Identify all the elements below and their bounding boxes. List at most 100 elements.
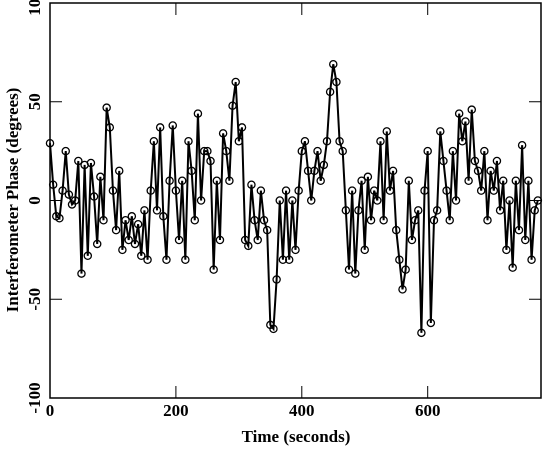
data-point xyxy=(58,186,67,195)
data-point xyxy=(524,176,533,185)
data-point xyxy=(209,265,218,274)
data-point xyxy=(332,77,341,87)
data-point xyxy=(215,235,225,245)
data-point xyxy=(335,136,344,146)
data-point xyxy=(190,215,200,225)
data-point xyxy=(281,186,291,195)
data-point xyxy=(347,186,357,195)
data-point xyxy=(114,166,124,176)
data-point xyxy=(382,127,392,136)
data-point xyxy=(187,166,196,176)
data-point xyxy=(259,215,269,225)
data-point xyxy=(303,166,313,176)
data-point xyxy=(256,186,266,195)
data-point xyxy=(480,146,489,156)
data-point xyxy=(133,219,143,229)
data-point xyxy=(366,215,376,225)
data-point xyxy=(310,166,319,176)
data-point xyxy=(159,212,168,221)
data-point xyxy=(89,192,99,201)
y-axis-label: Interferometer Phase (degrees) xyxy=(3,88,22,313)
data-point xyxy=(451,196,461,205)
data-point xyxy=(385,186,395,195)
x-tick-label: 0 xyxy=(46,401,55,420)
data-point xyxy=(322,136,332,146)
data-point xyxy=(269,324,278,334)
data-point xyxy=(262,225,272,235)
data-point xyxy=(376,136,385,146)
data-point xyxy=(404,176,414,185)
x-tick-label: 600 xyxy=(415,401,441,420)
data-point xyxy=(401,265,410,274)
data-point xyxy=(429,215,439,225)
data-point xyxy=(96,172,105,182)
data-point xyxy=(165,176,174,185)
y-tick-label: 100 xyxy=(25,0,44,16)
data-point xyxy=(420,186,429,195)
data-point xyxy=(149,136,159,146)
data-point xyxy=(436,127,445,136)
data-point xyxy=(222,146,231,156)
data-point xyxy=(489,186,499,195)
data-point xyxy=(319,160,329,170)
data-point xyxy=(130,239,140,249)
data-point xyxy=(45,138,55,148)
data-point xyxy=(454,109,464,118)
data-point xyxy=(467,105,477,114)
data-point xyxy=(284,255,294,264)
data-point xyxy=(442,186,451,195)
data-point xyxy=(530,206,539,215)
data-point xyxy=(228,101,237,110)
data-point xyxy=(527,255,536,264)
y-tick-label: 50 xyxy=(25,93,44,110)
data-point xyxy=(146,186,155,195)
data-point xyxy=(498,176,508,185)
data-point xyxy=(234,136,244,146)
data-point xyxy=(64,190,74,199)
data-point xyxy=(363,172,373,182)
data-point xyxy=(369,186,379,195)
data-point xyxy=(514,225,524,235)
data-point xyxy=(193,109,203,118)
data-point xyxy=(102,103,111,112)
data-point xyxy=(351,269,360,278)
data-point xyxy=(275,196,285,205)
data-point xyxy=(357,176,366,185)
data-point xyxy=(313,146,322,156)
data-point xyxy=(250,215,259,225)
data-point xyxy=(458,136,467,146)
data-point xyxy=(297,146,307,156)
data-point xyxy=(174,235,184,245)
data-point xyxy=(291,245,300,255)
data-point xyxy=(206,156,215,166)
data-point xyxy=(237,123,247,132)
data-point xyxy=(395,255,404,264)
data-point xyxy=(464,176,473,185)
data-point xyxy=(329,59,338,69)
data-point xyxy=(48,180,58,189)
data-point xyxy=(61,146,70,156)
data-point xyxy=(247,180,256,189)
data-point xyxy=(105,123,115,132)
data-point xyxy=(177,176,187,185)
data-point xyxy=(212,176,222,185)
data-point xyxy=(278,255,288,264)
data-point xyxy=(152,206,162,215)
data-point xyxy=(325,87,335,97)
data-point xyxy=(162,255,171,264)
data-point xyxy=(423,146,432,156)
data-point xyxy=(288,196,297,205)
data-point xyxy=(502,245,511,255)
data-point xyxy=(244,241,253,251)
data-point xyxy=(391,225,401,235)
data-point xyxy=(432,206,442,215)
data-point xyxy=(294,186,303,195)
data-point xyxy=(127,212,137,221)
data-point xyxy=(155,123,165,132)
data-point xyxy=(181,255,190,264)
data-point xyxy=(486,166,495,176)
data-point xyxy=(495,206,505,215)
data-point xyxy=(83,251,93,261)
